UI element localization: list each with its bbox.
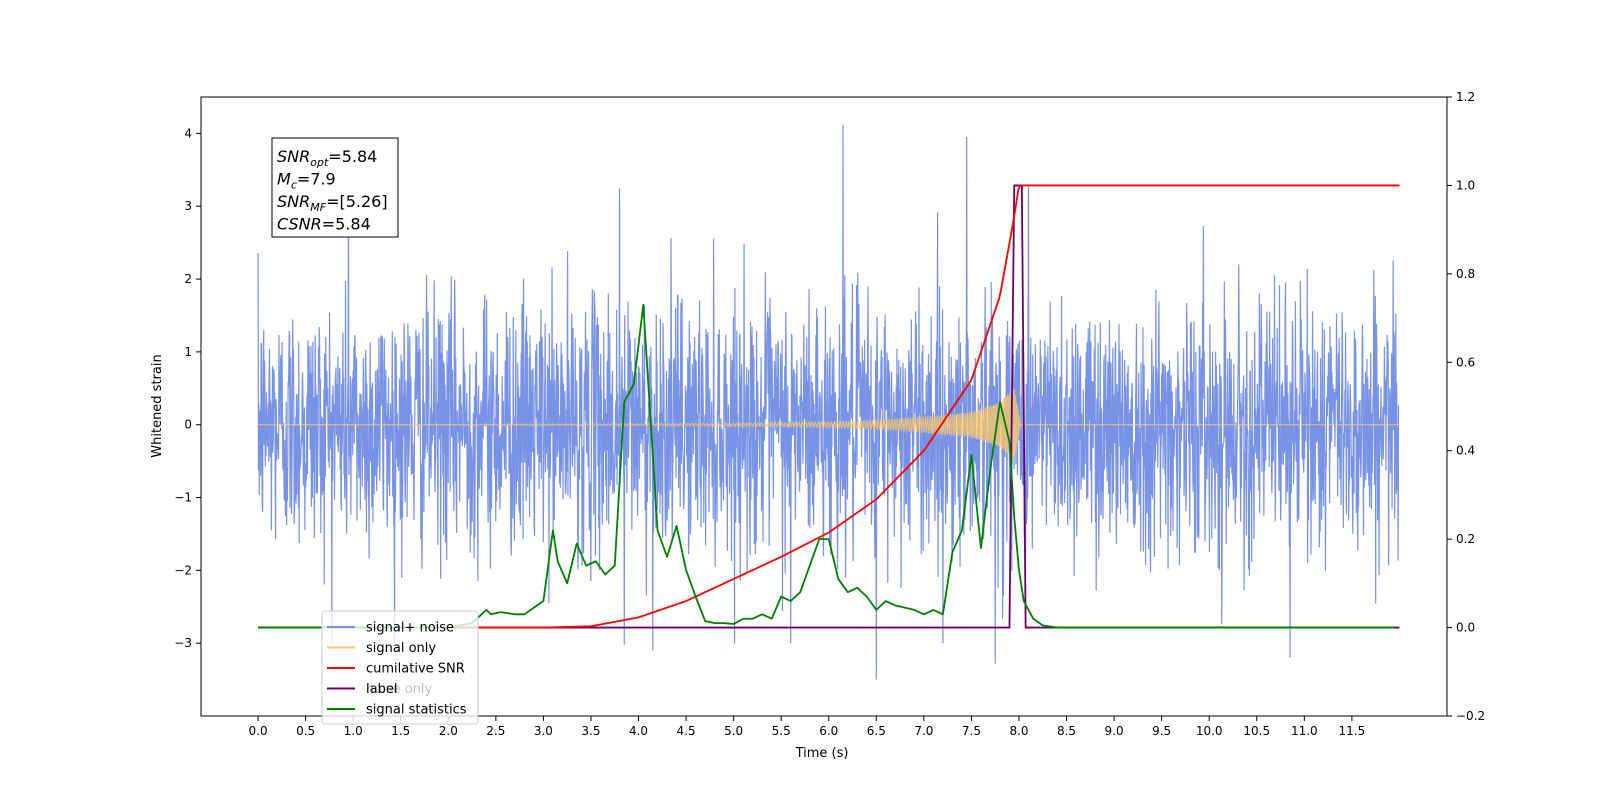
noise-spike — [941, 424, 944, 644]
x-tick-label: 5.5 — [772, 724, 791, 738]
stats-box-frame — [271, 137, 399, 238]
noise-spike — [1027, 184, 1030, 425]
x-tick-label: 2.5 — [486, 724, 505, 738]
x-tick-label: 10.0 — [1196, 724, 1223, 738]
stats-line: SNRopt=5.84 — [277, 147, 377, 169]
y-right-tick-label: 1.2 — [1456, 90, 1475, 104]
x-tick-label: 0.5 — [296, 724, 315, 738]
x-tick-label: 6.5 — [867, 724, 886, 738]
y-right-tick-label: 1.0 — [1456, 178, 1475, 192]
series-signal-only — [258, 388, 1400, 460]
y-right-tick-label: 0.0 — [1456, 621, 1475, 635]
x-tick-label: 9.0 — [1105, 724, 1124, 738]
x-tick-label: 10.5 — [1243, 724, 1270, 738]
stats-line: SNRMF=[5.26] — [277, 192, 388, 214]
x-tick-label: 1.5 — [391, 724, 410, 738]
axes: 0.0 0.5 1.0 1.5 2.0 2.5 3.0 3.5 4.0 4.5 5.0 5.5 6.0 6… — [174, 90, 1485, 738]
noise-spike — [623, 424, 626, 645]
stats-line: CSNR=5.84 — [277, 215, 371, 234]
y-right-tick-label: 0.6 — [1456, 355, 1475, 369]
x-tick-label: 5.0 — [724, 724, 743, 738]
y-right-tick-label: 0.4 — [1456, 444, 1475, 458]
y-right-tick-label: −0.2 — [1456, 709, 1485, 723]
noise-spike — [1289, 424, 1292, 658]
x-tick-label: 8.5 — [1057, 724, 1076, 738]
x-tick-label: 1.0 — [344, 724, 363, 738]
legend: noise only signal+ noise signal only cumila… — [321, 610, 479, 725]
x-tick-label: 8.0 — [1009, 724, 1028, 738]
y-left-tick-label: −1 — [174, 491, 192, 505]
x-tick-label: 11.0 — [1291, 724, 1318, 738]
plot-frame — [200, 96, 1448, 717]
y-left-tick-label: 0 — [184, 418, 192, 432]
legend-label: signal only — [366, 641, 436, 656]
noise-spike — [965, 137, 968, 425]
x-tick-label: 9.5 — [1152, 724, 1171, 738]
series-signal-statistics — [258, 303, 1395, 629]
noise-spike — [842, 124, 845, 425]
y-left-tick-label: 3 — [184, 199, 192, 213]
y-axis-label-left: Whitened strain — [150, 354, 165, 457]
y-right-tick-label: 0.2 — [1456, 532, 1475, 546]
noise-spike — [994, 424, 997, 664]
noise-spike — [618, 188, 621, 425]
x-tick-label: 4.5 — [677, 724, 696, 738]
legend-label: signal+ noise — [366, 621, 454, 636]
noise-spike — [789, 424, 792, 644]
hidden-legend-entry: noise only — [366, 682, 433, 697]
x-tick-label: 6.0 — [819, 724, 838, 738]
legend-frame — [321, 610, 479, 725]
y-left-tick-label: −2 — [174, 563, 192, 577]
y-left-tick-label: −3 — [174, 636, 192, 650]
x-axis-label: Time (s) — [795, 746, 849, 761]
y-left-tick-label: 4 — [184, 126, 192, 140]
x-tick-label: 0.0 — [249, 724, 268, 738]
x-tick-label: 7.0 — [914, 724, 933, 738]
y-left-tick-label: 1 — [184, 345, 192, 359]
legend-label: label — [366, 682, 397, 697]
y-right-tick-label: 0.8 — [1456, 267, 1475, 281]
y-left-tick-label: 2 — [184, 272, 192, 286]
legend-label: cumilative SNR — [366, 662, 465, 677]
noise-spike — [875, 424, 878, 680]
x-tick-label: 3.5 — [581, 724, 600, 738]
x-tick-label: 7.5 — [962, 724, 981, 738]
series-signal-plus-noise — [257, 211, 1400, 644]
x-tick-label: 4.0 — [629, 724, 648, 738]
x-tick-label: 3.0 — [534, 724, 553, 738]
legend-label: signal statistics — [366, 703, 467, 718]
x-tick-label: 11.5 — [1339, 724, 1366, 738]
stats-line: Mc=7.9 — [277, 170, 336, 192]
x-tick-label: 2.0 — [439, 724, 458, 738]
